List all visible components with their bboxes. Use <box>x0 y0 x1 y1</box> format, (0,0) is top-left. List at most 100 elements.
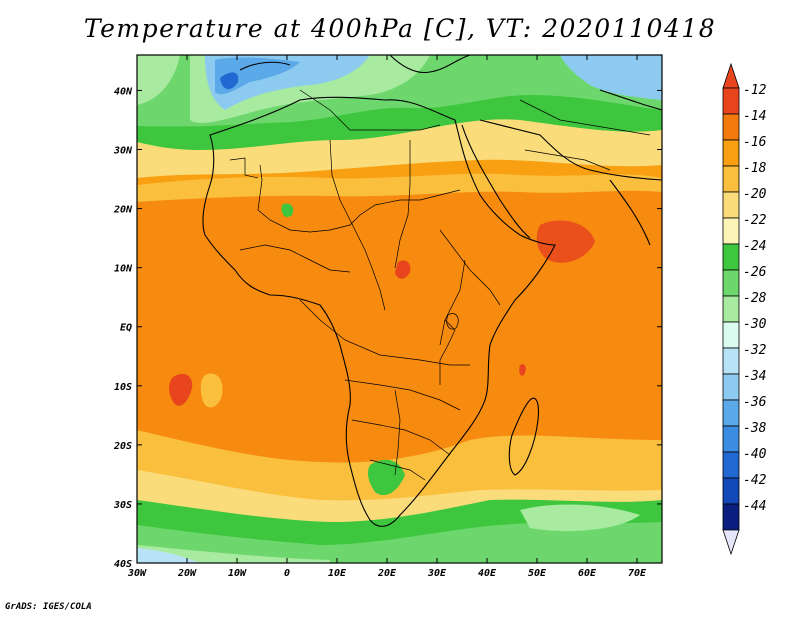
colorbar-swatch <box>722 87 740 115</box>
colorbar-label: -32 <box>743 343 767 358</box>
colorbar-swatch <box>722 321 740 349</box>
colorbar-label: -40 <box>743 447 767 462</box>
lake-tanganyika <box>439 319 456 385</box>
border-line <box>229 157 259 179</box>
colorbar-swatch <box>722 243 740 271</box>
lon-label: 30E <box>427 568 447 579</box>
arabia-coast <box>479 119 662 181</box>
field-atlantic-m12 <box>169 373 193 406</box>
colorbar-label: -44 <box>743 499 766 514</box>
border-line <box>394 389 401 476</box>
colorbar: -12 -14 -16 -18 -20 -22 -24 -26 -28 -30 -32 -34 -36 -… <box>722 62 767 556</box>
field-northwest-m28 <box>137 55 180 105</box>
colorbar-label: -12 <box>743 83 767 98</box>
colorbar-swatch <box>722 373 740 401</box>
iberia-coast <box>239 61 291 71</box>
lat-label: 40S <box>114 559 132 570</box>
colorbar-swatch <box>722 217 740 245</box>
longitude-labels: 30W 20W 10W 0 10E 20E 30E 40E 50E 60E 70E <box>127 568 647 579</box>
field-westafrica-m24 <box>281 203 294 217</box>
temperature-field <box>137 55 662 563</box>
colorbar-label: -26 <box>743 265 767 280</box>
lon-label: 40E <box>478 568 497 579</box>
border-line <box>369 459 426 481</box>
border-line <box>344 379 461 411</box>
country-borders <box>229 89 651 481</box>
lat-label: 10S <box>114 382 132 393</box>
colorbar-swatch <box>722 139 740 167</box>
field-center-m16 <box>137 173 662 496</box>
colorbar-label: -22 <box>743 213 767 228</box>
lon-label: 10E <box>328 568 347 579</box>
coastlines <box>202 55 662 527</box>
colorbar-label: -30 <box>743 317 767 332</box>
lat-label: EQ <box>120 323 132 334</box>
lat-label: 30S <box>113 500 132 511</box>
border-line <box>299 299 470 366</box>
lon-label: 50E <box>528 568 547 579</box>
field-atlantic-m18 <box>200 373 223 408</box>
border-line <box>257 164 461 233</box>
lon-label: 70E <box>628 568 647 579</box>
colorbar-swatch <box>722 477 740 505</box>
axis-ticks <box>136 55 662 564</box>
lake-victoria <box>446 313 459 330</box>
border-line <box>351 419 451 456</box>
border-line <box>239 244 351 273</box>
field-ethiopia-m12 <box>395 260 411 279</box>
colorbar-swatch <box>722 113 740 141</box>
field-southeast-m28 <box>520 504 640 532</box>
border-line <box>329 139 386 311</box>
lat-label: 40N <box>114 86 133 97</box>
lon-label: 30W <box>127 568 147 579</box>
colorbar-label: -42 <box>743 473 767 488</box>
lon-label: 20W <box>177 568 197 579</box>
border-line <box>439 259 466 346</box>
colorbar-label: -24 <box>743 239 766 254</box>
field-indian-m12 <box>519 364 526 376</box>
colorbar-swatch <box>722 295 740 323</box>
lon-label: 10W <box>228 568 247 579</box>
lat-label: 20N <box>113 205 133 216</box>
colorbar-swatch <box>722 399 740 427</box>
lat-label: 20S <box>113 441 132 452</box>
colorbar-swatch <box>722 451 740 479</box>
lat-label: 10N <box>114 264 133 275</box>
madagascar-coastline <box>508 397 539 476</box>
mediterranean-coast <box>389 55 471 74</box>
field-sahel-m18 <box>137 173 662 202</box>
lon-label: 0 <box>284 568 290 579</box>
border-line <box>299 89 441 131</box>
map-frame <box>136 54 663 564</box>
border-line <box>524 149 611 171</box>
africa-coastline <box>202 96 556 527</box>
lon-label: 20E <box>377 568 397 579</box>
lon-label: 60E <box>578 568 597 579</box>
colorbar-label: -38 <box>743 421 767 436</box>
colorbar-label: -20 <box>743 187 767 202</box>
colorbar-label: -36 <box>743 395 767 410</box>
india-coast <box>609 179 651 246</box>
field-south-m26 <box>137 522 662 563</box>
credit-label: GrADS: IGES/COLA <box>5 602 92 612</box>
colorbar-swatch <box>722 347 740 375</box>
colorbar-top-arrow <box>722 62 740 89</box>
border-line <box>519 99 651 136</box>
lat-label: 30N <box>113 146 133 157</box>
latitude-labels: 40N 30N 20N 10N EQ 10S 20S 30S 40S <box>113 86 133 570</box>
colorbar-swatch <box>722 425 740 453</box>
colorbar-swatch <box>722 165 740 193</box>
map-title: Temperature at 400hPa [C], VT: 202011041… <box>83 14 717 43</box>
colorbar-swatch <box>722 503 740 531</box>
border-line <box>439 229 501 306</box>
colorbar-bottom-arrow <box>722 529 740 556</box>
colorbar-swatch <box>722 191 740 219</box>
field-north-m40 <box>220 72 239 90</box>
colorbar-label: -14 <box>743 109 766 124</box>
colorbar-label: -16 <box>743 135 767 150</box>
colorbar-label: -28 <box>743 291 767 306</box>
field-north-m36 <box>215 57 300 95</box>
red-sea-coast <box>461 124 531 239</box>
border-line <box>394 140 411 269</box>
